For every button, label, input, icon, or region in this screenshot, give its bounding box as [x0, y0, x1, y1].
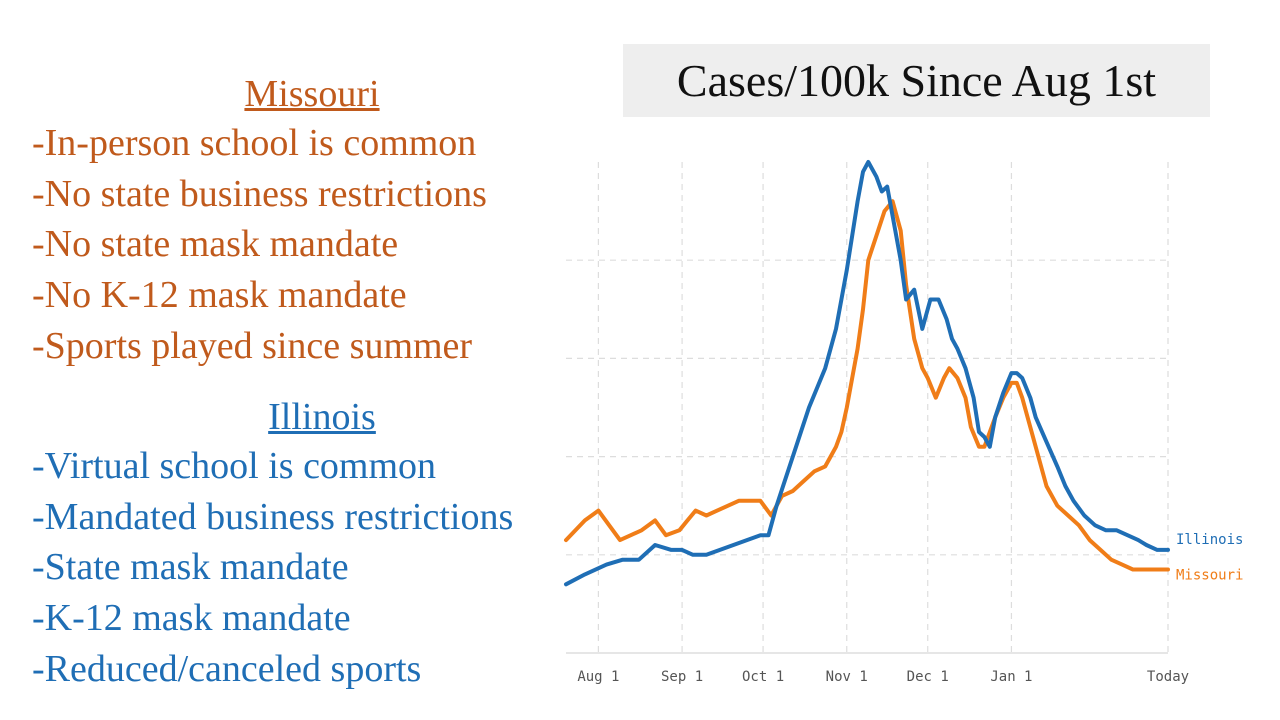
x-tick-label: Nov 1: [826, 669, 868, 685]
series-line-missouri: [564, 199, 1170, 572]
missouri-item: -Sports played since summer: [32, 324, 473, 367]
illinois-item: -State mask mandate: [32, 546, 349, 589]
missouri-panel: Missouri -In-person school is common -No…: [32, 70, 572, 372]
illinois-item: -Reduced/canceled sports: [32, 647, 422, 690]
missouri-heading: Missouri: [244, 73, 380, 115]
x-tick-label: Aug 1: [577, 669, 619, 685]
x-axis-ticks: Aug 1 Sep 1 Oct 1 Nov 1 Dec 1 Jan 1 Today: [577, 669, 1189, 685]
x-tick-label: Jan 1: [990, 669, 1032, 685]
legend-label-illinois: Illinois: [1176, 532, 1243, 548]
chart-lines: [564, 160, 1170, 587]
x-tick-label: Sep 1: [661, 669, 703, 685]
illinois-item: -Mandated business restrictions: [32, 495, 514, 538]
x-tick-label: Oct 1: [742, 669, 784, 685]
series-line-illinois: [564, 160, 1170, 587]
missouri-item: -No K-12 mask mandate: [32, 274, 407, 317]
x-tick-label: Dec 1: [907, 669, 949, 685]
chart-grid: [566, 162, 1169, 654]
x-tick-label: Today: [1147, 669, 1189, 685]
chart-title: Cases/100k Since Aug 1st: [623, 44, 1210, 117]
missouri-item: -No state business restrictions: [32, 172, 487, 215]
illinois-heading: Illinois: [268, 396, 376, 438]
missouri-item: -No state mask mandate: [32, 223, 399, 266]
illinois-panel: Illinois -Virtual school is common -Mand…: [32, 393, 572, 695]
missouri-item: -In-person school is common: [32, 122, 477, 164]
illinois-item: -Virtual school is common: [32, 445, 437, 487]
legend-label-missouri: Missouri: [1176, 568, 1243, 584]
chart-legend: Illinois Missouri: [1176, 532, 1243, 584]
cases-chart: Aug 1 Sep 1 Oct 1 Nov 1 Dec 1 Jan 1 Today Illi…: [564, 160, 1243, 685]
illinois-item: -K-12 mask mandate: [32, 597, 351, 640]
